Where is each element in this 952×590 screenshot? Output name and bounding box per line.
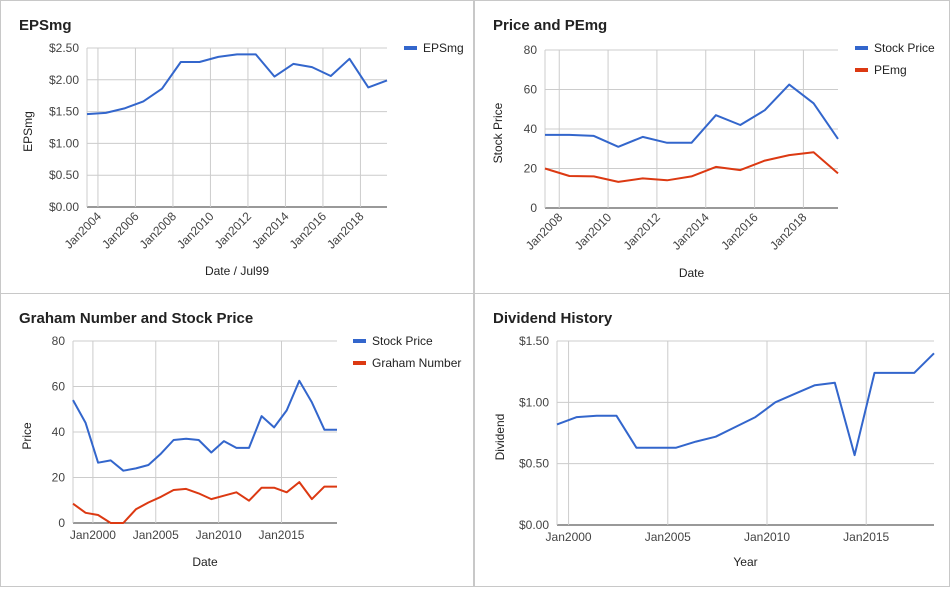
series-line [72,379,337,472]
series-line [545,83,839,148]
x-tick-label: Jan2010 [174,209,217,252]
y-tick-label: $2.00 [49,73,79,87]
y-tick-label: $1.00 [49,136,79,150]
x-tick-label: Jan2005 [645,530,691,544]
y-axis-title: Dividend [493,414,507,461]
legend-label: Stock Price [874,41,935,55]
dividend-chart-panel: Dividend History $0.00 $0.50 $1.00 $1.50 Jan2… [474,293,950,587]
y-tick-label: 40 [524,122,538,136]
x-tick-label: Jan2015 [258,528,304,542]
x-tick-label: Jan2015 [843,530,889,544]
y-tick-label: $0.00 [519,518,549,532]
x-tick-label: Jan2000 [70,528,116,542]
y-tick-label: 0 [58,516,65,530]
x-axis-title: Date [192,555,218,569]
chart-title: Price and PEmg [493,17,607,34]
series-line [556,352,935,457]
graham-chart-panel: Graham Number and Stock Price 0 20 40 60 80 Ja… [0,293,474,587]
legend-label: Stock Price [372,334,433,348]
x-tick-label: Jan2016 [287,209,330,252]
y-tick-label: 80 [52,334,66,348]
y-tick-label: $2.50 [49,41,79,55]
x-tick-label: Jan2008 [523,210,566,253]
x-tick-label: Jan2018 [767,210,810,253]
x-tick-label: Jan2004 [62,209,105,252]
x-tick-label: Jan2012 [621,210,664,253]
series-line [544,151,839,183]
x-tick-label: Jan2010 [196,528,242,542]
chart-title: EPSmg [19,17,72,34]
y-tick-label: 60 [52,380,66,394]
series-line [72,481,337,524]
y-tick-label: $1.50 [519,334,549,348]
series-line [86,53,388,116]
y-axis-title: Stock Price [491,102,505,163]
y-tick-label: 40 [52,425,66,439]
dividend-chart: Dividend History $0.00 $0.50 $1.00 $1.50 Jan2… [493,310,935,569]
eps-chart-panel: EPSmg $0.00 $0.50 $1.00 $1.50 $2.00 $2.50 Jan20… [0,0,474,294]
x-axis-title: Date [679,266,705,280]
x-tick-label: Jan2014 [669,210,712,253]
y-tick-label: 20 [52,471,66,485]
x-axis-title: Year [733,555,757,569]
y-tick-label: $1.00 [519,395,549,409]
x-tick-label: Jan2012 [212,209,255,252]
x-tick-label: Jan2016 [718,210,761,253]
graham-chart: Graham Number and Stock Price 0 20 40 60 80 Ja… [19,310,461,569]
y-tick-label: $0.50 [519,457,549,471]
x-tick-label: Jan2010 [744,530,790,544]
x-axis-title: Date / Jul99 [205,264,269,278]
y-axis-title: EPSmg [21,111,35,152]
y-tick-label: 80 [524,43,538,57]
x-tick-label: Jan2010 [572,210,615,253]
chart-title: Dividend History [493,310,613,327]
y-axis-title: Price [20,422,34,450]
eps-chart: EPSmg $0.00 $0.50 $1.00 $1.50 $2.00 $2.50 Jan20… [19,17,464,278]
x-tick-label: Jan2000 [546,530,592,544]
y-tick-label: 60 [524,83,538,97]
y-tick-label: $0.00 [49,200,79,214]
x-tick-label: Jan2005 [133,528,179,542]
price-pe-chart-panel: Price and PEmg 0 20 40 60 80 Jan2008 Jan2010 Jan… [474,0,950,294]
legend-label: Graham Number [372,356,461,370]
y-tick-label: $1.50 [49,105,79,119]
chart-title: Graham Number and Stock Price [19,310,253,327]
legend-label: PEmg [874,63,907,77]
y-tick-label: $0.50 [49,168,79,182]
x-tick-label: Jan2008 [137,209,180,252]
y-tick-label: 0 [530,201,537,215]
legend-label: EPSmg [423,41,464,55]
x-tick-label: Jan2014 [249,209,292,252]
x-tick-label: Jan2018 [324,209,367,252]
y-tick-label: 20 [524,162,538,176]
x-tick-label: Jan2006 [99,209,142,252]
